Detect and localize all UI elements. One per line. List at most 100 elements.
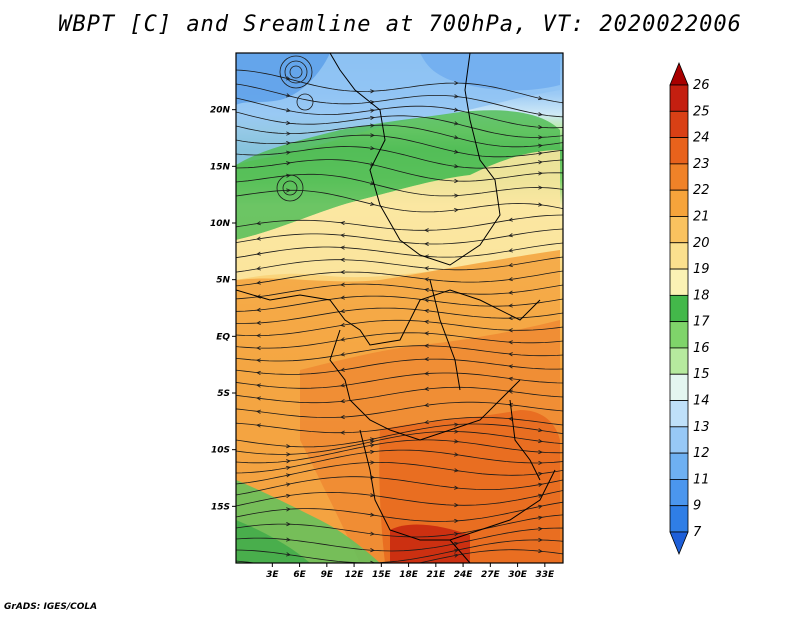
streamline-arrow [370, 443, 375, 448]
streamline-arrow [538, 471, 543, 476]
streamline-arrow [424, 371, 429, 376]
streamline-arrow [370, 531, 375, 536]
colorbar-label: 17 [693, 315, 710, 330]
streamline-arrow [538, 438, 543, 444]
streamline-arrow [508, 262, 513, 268]
streamline-arrow [454, 541, 459, 546]
colorbar-label: 7 [693, 525, 702, 540]
streamline-arrow [424, 343, 429, 348]
streamline-vortex [279, 55, 313, 89]
colorbar-label: 18 [693, 288, 710, 303]
streamline-vortex [296, 93, 314, 111]
streamline [236, 527, 563, 552]
streamline-arrow [538, 96, 543, 101]
streamline-arrow [286, 141, 291, 146]
streamline-arrow [370, 162, 375, 167]
streamline-arrow [256, 409, 261, 414]
colorbar-swatch [669, 452, 689, 480]
streamline [236, 514, 563, 538]
streamline [236, 449, 563, 474]
lon-tick-label: 27E [481, 570, 501, 580]
streamline-arrow [454, 553, 459, 558]
streamline [236, 295, 563, 312]
streamline-arrow [454, 452, 459, 457]
streamline-arrow [340, 270, 345, 275]
streamline [236, 83, 563, 118]
colorbar-swatch [669, 426, 689, 454]
streamline [236, 431, 563, 455]
map-frame [235, 52, 564, 564]
streamline [236, 228, 563, 245]
colorbar-swatch [669, 189, 689, 217]
streamline-arrow [424, 319, 429, 324]
streamline-arrow [424, 287, 429, 293]
streamline-arrow [454, 548, 459, 553]
streamline [236, 476, 563, 496]
streamline [236, 307, 563, 324]
streamline-arrow [454, 208, 459, 213]
lon-tick-label: 9E [321, 570, 334, 580]
streamline-arrow [538, 151, 543, 156]
streamline-arrow [370, 201, 375, 206]
colorbar-swatch [669, 216, 689, 244]
colorbar-swatch [669, 479, 689, 507]
streamline-arrow [453, 107, 459, 112]
streamline-arrow [256, 280, 261, 285]
streamline [236, 256, 563, 273]
streamline-arrow [454, 532, 459, 537]
streamline-arrow [508, 233, 513, 238]
streamline-arrow [370, 439, 375, 444]
streamline-arrow [370, 512, 375, 517]
streamline-arrow [286, 161, 291, 166]
lon-tick-label: 3E [266, 570, 279, 580]
streamline-arrow [370, 89, 375, 94]
colorbar-label: 13 [693, 420, 710, 435]
streamline-arrow [286, 444, 291, 449]
colorbar-label: 12 [693, 446, 710, 461]
streamline-arrow [454, 94, 459, 99]
longitude-axis: 3E 6E 9E 12E 15E 18E 21E 24E 27E 30E 33E [266, 563, 555, 580]
streamline [236, 386, 563, 404]
colorbar-label: 19 [693, 262, 710, 277]
streamline-arrow [340, 383, 345, 388]
streamline-arrow [424, 241, 429, 246]
lat-tick-label: 15S [211, 502, 230, 512]
streamline-arrow [538, 526, 543, 531]
streamline-arrow [340, 257, 345, 262]
colorbar-swatch [669, 268, 689, 296]
streamline-arrow [454, 439, 459, 444]
hot-zone-south [379, 410, 560, 563]
streamline-arrow [508, 328, 513, 333]
colorbar-swatch [669, 505, 689, 533]
streamline-arrow [256, 370, 261, 376]
streamline-arrow [286, 108, 291, 113]
streamline [236, 242, 563, 259]
streamline-arrow [454, 135, 459, 140]
streamline-arrow [424, 357, 429, 362]
streamline-arrow [454, 503, 459, 508]
streamline-arrow [256, 320, 261, 325]
streamline-arrow [454, 485, 459, 490]
streamline-arrow [454, 468, 459, 473]
streamline-arrow [424, 298, 429, 303]
streamline-arrow [454, 164, 459, 169]
lon-tick-label: 18E [399, 570, 419, 580]
cold-core-northeast [420, 53, 560, 91]
streamline-arrow [286, 150, 291, 155]
streamline-arrow [256, 423, 261, 428]
streamline-arrow [286, 120, 291, 125]
streamline-arrow [508, 340, 513, 345]
streamline-arrow [286, 473, 291, 478]
streamline [236, 401, 563, 418]
lat-tick-label: EQ [216, 332, 230, 342]
streamline-arrow [370, 548, 375, 553]
streamline-arrow [256, 345, 261, 351]
streamline-arrow [508, 376, 513, 381]
map-plot-area [236, 53, 563, 563]
streamline-arrow [538, 112, 543, 117]
map-title: WBPT [C] and Sreamline at 700hPa, VT: 20… [58, 12, 742, 37]
streamline-arrow [286, 93, 291, 98]
streamline-arrow [454, 193, 459, 198]
streamline-arrow [454, 149, 459, 154]
streamline-arrow [538, 160, 543, 165]
